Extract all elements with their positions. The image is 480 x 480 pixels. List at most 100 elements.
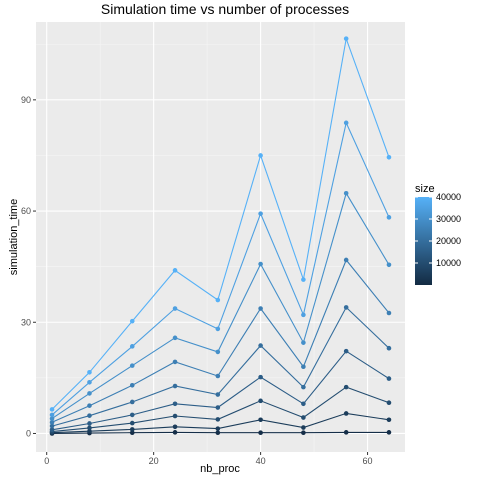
data-point [129, 430, 135, 436]
data-point [172, 268, 178, 273]
data-point [215, 326, 221, 332]
data-point [343, 190, 349, 196]
data-point [49, 423, 55, 429]
data-point [215, 405, 221, 410]
legend: size 10000 20000 30000 40000 [415, 183, 461, 285]
data-point [386, 262, 392, 268]
data-point [129, 399, 135, 405]
legend-tick-label: 40000 [436, 192, 461, 202]
data-point [215, 373, 221, 379]
plot-panel [36, 22, 405, 452]
data-point [258, 211, 263, 216]
data-point [129, 363, 135, 368]
legend-ticks: 10000 20000 30000 40000 [415, 192, 461, 268]
legend-colorbar [415, 197, 432, 285]
grid-minor-lines [36, 22, 405, 452]
x-tick-label: 60 [363, 456, 373, 466]
data-point [172, 359, 178, 365]
data-point [258, 261, 263, 267]
data-point [129, 382, 135, 388]
data-point [215, 430, 221, 436]
data-point [386, 417, 392, 423]
legend-tick-label: 30000 [436, 214, 461, 224]
data-point [49, 407, 55, 412]
data-point [301, 364, 306, 370]
data-point [172, 413, 178, 419]
data-point [87, 403, 92, 408]
data-point [49, 412, 55, 418]
data-point [215, 392, 221, 397]
data-point [258, 430, 263, 436]
data-point [87, 380, 92, 385]
data-point [386, 310, 392, 316]
data-point [258, 153, 263, 158]
data-point [343, 384, 349, 390]
data-point [301, 430, 306, 436]
data-point [301, 340, 306, 345]
data-point [87, 421, 92, 426]
data-point [129, 318, 135, 324]
chart-title: Simulation time vs number of processes [101, 1, 349, 17]
data-point [49, 416, 55, 421]
data-point [129, 420, 135, 426]
data-point [215, 417, 221, 422]
data-point [129, 344, 135, 349]
legend-tick-label: 10000 [436, 258, 461, 268]
data-point [343, 257, 349, 263]
data-point [258, 374, 263, 380]
data-point [172, 306, 178, 311]
data-point [87, 425, 92, 431]
y-tick-label: 60 [21, 206, 31, 216]
data-point [301, 415, 306, 420]
data-point [172, 401, 178, 407]
data-point [172, 383, 178, 389]
data-point [129, 412, 135, 418]
data-point [215, 426, 221, 431]
data-point [301, 401, 306, 407]
data-point [172, 335, 178, 341]
data-point [301, 425, 306, 430]
y-axis: 0 30 60 90 [21, 95, 36, 438]
data-point [301, 384, 306, 390]
y-tick-label: 90 [21, 95, 31, 105]
data-point [343, 348, 349, 354]
data-point [343, 411, 349, 416]
data-point [172, 424, 178, 430]
grid-major-lines [36, 22, 405, 452]
data-point [301, 277, 306, 282]
data-point [386, 376, 392, 381]
data-point [87, 391, 92, 396]
legend-title: size [415, 183, 435, 195]
x-tick-label: 0 [44, 456, 49, 466]
y-axis-title: simulation_time [8, 199, 20, 275]
data-point [343, 36, 349, 41]
series-points [49, 36, 392, 436]
data-point [258, 306, 263, 311]
data-point [258, 417, 263, 423]
x-tick-label: 40 [256, 456, 266, 466]
y-tick-label: 0 [26, 428, 31, 438]
data-point [343, 430, 349, 435]
data-point [87, 413, 92, 418]
data-point [343, 305, 349, 310]
data-point [215, 297, 221, 303]
data-point [386, 215, 392, 220]
data-point [386, 155, 392, 160]
data-point [49, 427, 55, 433]
data-point [258, 343, 263, 348]
x-axis-title: nb_proc [200, 463, 240, 475]
legend-tick-label: 20000 [436, 236, 461, 246]
x-tick-label: 20 [149, 456, 159, 466]
data-point [258, 398, 263, 404]
data-point [129, 427, 135, 432]
data-point [386, 430, 392, 435]
y-tick-label: 30 [21, 317, 31, 327]
data-point [49, 420, 55, 425]
data-point [386, 345, 392, 351]
data-point [87, 370, 92, 375]
data-point [343, 120, 349, 126]
data-point [172, 430, 178, 435]
x-axis: 0 20 40 60 [44, 452, 373, 466]
data-point [386, 400, 392, 405]
